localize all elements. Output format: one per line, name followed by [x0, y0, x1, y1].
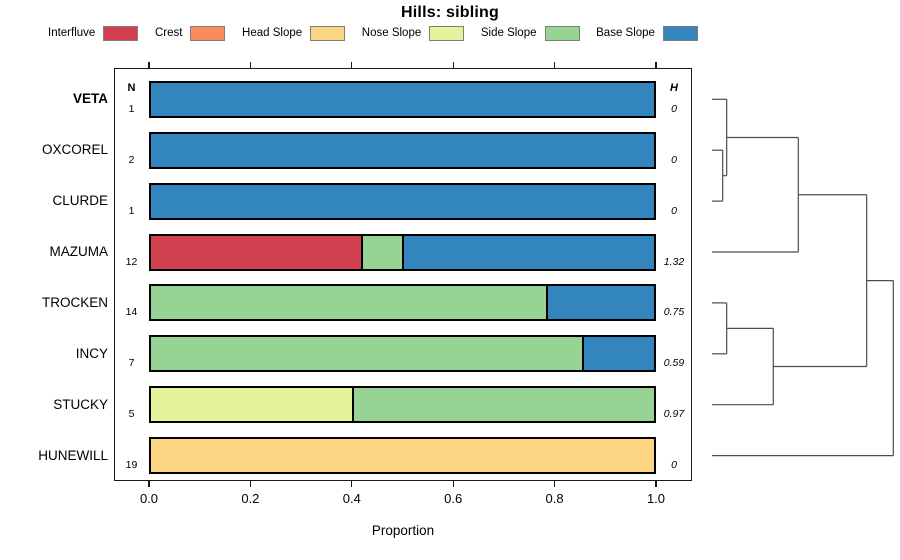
x-axis-tick — [249, 481, 252, 487]
legend-color-swatch — [310, 25, 346, 41]
row-label: OXCOREL — [41, 142, 108, 158]
legend-item-label: Head Slope — [242, 27, 303, 39]
h-value: 0.75 — [663, 306, 685, 319]
bar-segment-base-slope — [582, 337, 654, 371]
x-axis-tick — [148, 481, 150, 487]
legend-item: Crest — [154, 25, 226, 41]
bar — [149, 131, 656, 169]
n-value: 1 — [128, 102, 135, 115]
x-axis-tick-top — [655, 62, 657, 68]
x-axis-tick — [553, 481, 556, 487]
bar — [149, 386, 656, 424]
n-value: 12 — [125, 255, 138, 268]
n-value: 1 — [128, 204, 135, 217]
n-value: 5 — [128, 408, 135, 421]
x-axis-tick — [452, 481, 454, 487]
legend-color-swatch — [544, 25, 580, 41]
chart-title: Hills: sibling — [401, 4, 499, 21]
n-column-header: N — [127, 81, 136, 94]
legend-item: Interfluve — [48, 25, 139, 41]
row-label: VETA — [72, 91, 108, 107]
bar-segment-base-slope — [151, 82, 654, 116]
bar-segment-side-slope — [352, 388, 654, 422]
h-value: 0 — [671, 459, 677, 472]
h-value: 1.32 — [663, 255, 685, 268]
n-value: 19 — [125, 459, 138, 472]
x-axis-tick-top — [249, 62, 252, 68]
legend-color-swatch — [190, 25, 226, 41]
row-label: MAZUMA — [49, 244, 109, 259]
bar-segment-base-slope — [151, 133, 654, 167]
x-axis-tick-label: 0.8 — [545, 491, 564, 506]
bar — [149, 335, 656, 373]
legend-item: Nose Slope — [361, 25, 465, 41]
bar-segment-head-slope — [151, 439, 654, 473]
legend-item: Head Slope — [242, 25, 346, 41]
x-axis-tick — [351, 481, 353, 487]
x-axis-tick-top — [452, 62, 454, 68]
legend-item-label: Nose Slope — [361, 27, 422, 39]
x-axis-tick-label: 0.6 — [444, 491, 463, 506]
bar-segment-nose-slope — [151, 388, 353, 422]
bar — [149, 284, 656, 322]
bar-segment-side-slope — [151, 337, 583, 371]
h-value: 0.59 — [663, 357, 685, 370]
legend-color-swatch — [429, 25, 465, 41]
n-value: 7 — [128, 357, 135, 370]
row-label: STUCKY — [53, 396, 108, 412]
h-value: 0 — [671, 102, 677, 115]
x-axis-tick-label: 1.0 — [646, 491, 666, 506]
x-axis-tick-label: 0.2 — [241, 491, 260, 506]
bar-segment-interfluve — [151, 235, 361, 269]
legend-item-label: Side Slope — [480, 27, 537, 39]
legend: Interfluve Crest Head Slope Nose Slope Side … — [48, 25, 698, 41]
x-axis-tick-top — [553, 62, 556, 68]
bar — [149, 80, 656, 118]
row-label: CLURDE — [52, 193, 108, 209]
x-axis-tick-label: 0.0 — [139, 491, 159, 506]
legend-color-swatch — [103, 25, 139, 41]
bar — [149, 437, 656, 475]
x-axis-tick-top — [148, 62, 150, 68]
bar-segment-side-slope — [151, 286, 547, 320]
n-value: 2 — [128, 153, 135, 166]
bar — [149, 182, 656, 220]
legend-color-swatch — [662, 25, 698, 41]
h-column-header: H — [670, 81, 678, 94]
bar — [149, 233, 656, 271]
plot-box — [114, 68, 692, 481]
x-axis-tick-label: 0.4 — [342, 491, 361, 506]
bar-segment-side-slope — [360, 235, 403, 269]
row-label: TROCKEN — [41, 294, 108, 310]
legend-item-label: Crest — [154, 27, 183, 39]
legend-item-label: Interfluve — [48, 27, 96, 39]
h-value: 0 — [671, 153, 677, 166]
legend-item: Base Slope — [596, 25, 698, 41]
bar-segment-base-slope — [402, 235, 654, 269]
x-axis-title: Proportion — [371, 523, 435, 538]
legend-item-label: Base Slope — [596, 27, 655, 39]
n-value: 14 — [125, 306, 138, 319]
h-value: 0 — [671, 204, 677, 217]
h-value: 0.97 — [663, 408, 685, 421]
bar-segment-base-slope — [151, 184, 654, 218]
row-label: INCY — [75, 345, 108, 361]
bar-segment-base-slope — [546, 286, 654, 320]
x-axis-tick — [655, 481, 657, 487]
row-label: HUNEWILL — [38, 447, 108, 463]
x-axis-tick-top — [351, 62, 353, 68]
legend-item: Side Slope — [480, 25, 580, 41]
